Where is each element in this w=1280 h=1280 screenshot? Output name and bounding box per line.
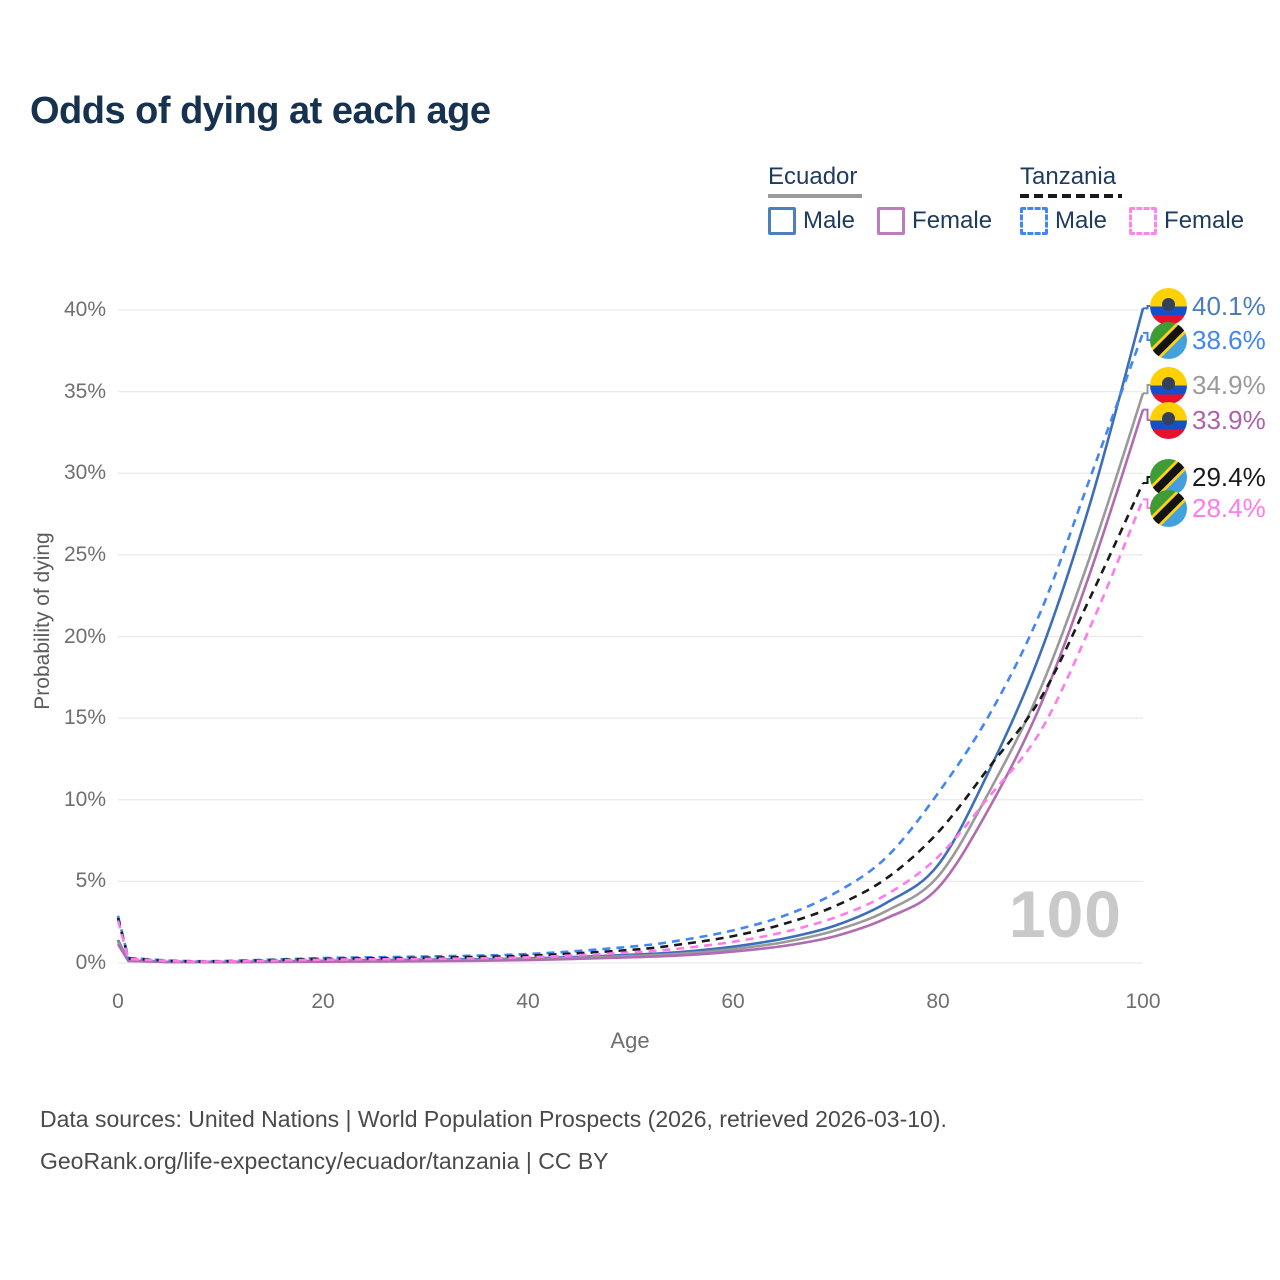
legend-item-ecuador-female[interactable]: Female	[877, 207, 992, 235]
x-axis-tick-label: 80	[926, 990, 950, 1013]
end-label-tanzania_female: 28.4%	[1150, 489, 1266, 527]
end-label-value: 34.9%	[1192, 369, 1266, 400]
series-line-tanzania_female	[116, 498, 1145, 963]
ecuador-flag-icon	[1150, 366, 1187, 404]
legend-item-label: Female	[912, 207, 993, 234]
end-label-value: 29.4%	[1192, 461, 1266, 492]
legend-item-label: Female	[1164, 207, 1245, 234]
legend-swatch-icon	[877, 207, 906, 235]
legend-group-ecuador: Ecuador Male Female	[768, 163, 992, 235]
x-axis-tick-label: 100	[1125, 990, 1161, 1013]
legend-swatch-icon	[768, 207, 796, 235]
x-axis-tick-label: 40	[516, 990, 540, 1013]
tanzania-flag-icon	[1150, 321, 1187, 359]
end-label-ecuador_male: 40.1%	[1150, 287, 1266, 325]
y-axis-tick-label: 0%	[75, 951, 106, 974]
legend-swatch-icon	[1129, 207, 1158, 235]
end-label-connector	[1143, 384, 1151, 395]
footer-sources: Data sources: United Nations | World Pop…	[40, 1106, 947, 1132]
legend-line-sample-solid	[768, 194, 862, 198]
series-line-ecuador_male	[116, 308, 1145, 964]
legend-item-ecuador-male[interactable]: Male	[768, 207, 855, 235]
y-axis-tick-label: 40%	[63, 298, 106, 321]
end-label-connector	[1143, 408, 1151, 421]
legend-item-tanzania-female[interactable]: Female	[1129, 207, 1244, 235]
ecuador-flag-icon	[1150, 401, 1187, 439]
x-axis-tick-label: 0	[112, 990, 124, 1013]
legend-item-label: Male	[803, 207, 856, 234]
y-axis-tick-label: 15%	[63, 706, 106, 730]
end-label-connector	[1143, 305, 1151, 310]
tanzania-flag-icon	[1150, 458, 1187, 496]
legend-country-label: Ecuador	[768, 163, 858, 190]
end-label-connector	[1143, 476, 1151, 484]
legend-group-tanzania: Tanzania Male Female	[1020, 163, 1244, 235]
end-label-value: 28.4%	[1192, 492, 1266, 523]
legend-country-label: Tanzania	[1020, 163, 1117, 190]
series-line-tanzania_male	[116, 332, 1145, 963]
age-watermark: 100	[1008, 877, 1122, 951]
legend-swatch-icon	[1020, 207, 1048, 235]
end-label-value: 38.6%	[1192, 324, 1266, 355]
y-axis-tick-label: 30%	[63, 461, 106, 485]
series-line-tanzania_both	[116, 482, 1145, 963]
legend-item-tanzania-male[interactable]: Male	[1020, 207, 1107, 235]
end-label-ecuador_female: 33.9%	[1150, 401, 1266, 439]
end-label-connector	[1143, 331, 1151, 341]
legend-item-label: Male	[1055, 207, 1108, 234]
y-axis-tick-label: 20%	[63, 624, 106, 648]
end-label-value: 33.9%	[1192, 404, 1266, 435]
end-label-tanzania_male: 38.6%	[1150, 321, 1266, 359]
y-axis-tick-label: 25%	[63, 542, 106, 566]
series-line-ecuador_female	[116, 409, 1145, 964]
ecuador-flag-icon	[1150, 287, 1187, 325]
y-axis-tick-label: 35%	[63, 379, 106, 403]
end-label-connector	[1143, 498, 1151, 509]
end-label-ecuador_both: 34.9%	[1150, 366, 1266, 404]
y-axis-title: Probability of dying	[31, 532, 54, 710]
x-axis-tick-label: 60	[721, 990, 745, 1013]
page-title: Odds of dying at each age	[30, 90, 491, 132]
footer-attribution: GeoRank.org/life-expectancy/ecuador/tanz…	[40, 1148, 609, 1174]
y-axis-tick-label: 10%	[63, 787, 106, 811]
legend-line-sample-dashed	[1020, 194, 1122, 198]
end-label-tanzania_both: 29.4%	[1150, 458, 1266, 496]
tanzania-flag-icon	[1150, 489, 1187, 527]
y-axis-tick-label: 5%	[75, 869, 106, 893]
end-label-value: 40.1%	[1192, 290, 1266, 321]
x-axis-title: Age	[610, 1028, 650, 1053]
x-axis-tick-label: 20	[311, 990, 335, 1013]
